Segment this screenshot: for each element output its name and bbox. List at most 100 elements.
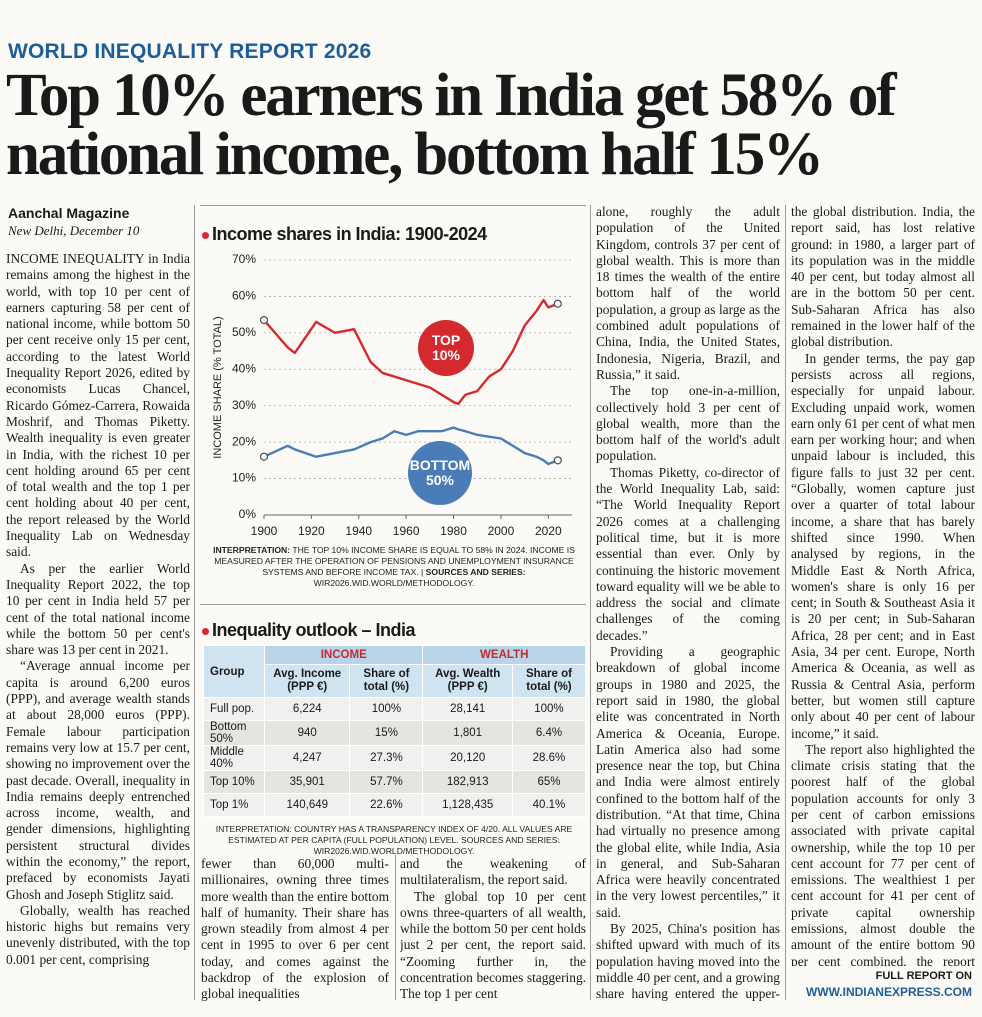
y-axis-label: INCOME SHARE (% TOTAL) bbox=[212, 316, 224, 458]
paragraph: Thomas Piketty, co-director of the World… bbox=[596, 464, 780, 643]
headline-line: national income, bottom half 15% bbox=[6, 121, 824, 184]
x-tick-label: 1940 bbox=[345, 524, 372, 538]
y-tick-label: 70% bbox=[232, 252, 256, 266]
table-cell: 65% bbox=[511, 770, 587, 794]
headline-line: Top 10% earners in India get 58% of bbox=[6, 66, 897, 129]
y-tick-label: 0% bbox=[239, 507, 257, 521]
paragraph: and the weakening of multilateralism, th… bbox=[400, 856, 586, 888]
table-cell: 6.4% bbox=[511, 720, 587, 746]
header-cell: Avg. Wealth (PPP €) bbox=[422, 664, 513, 698]
paragraph: Globally, wealth has reached historic hi… bbox=[6, 902, 190, 967]
note-label: INTERPRETATION: bbox=[213, 545, 291, 555]
header-row: Avg. Income (PPP €) Share of total (%) Avg… bbox=[204, 664, 587, 698]
paragraph: By 2025, China's position has shifted up… bbox=[596, 921, 780, 1004]
text-column: the global distribution. India, the repo… bbox=[791, 204, 975, 966]
paragraph: “Average annual income per capita is aro… bbox=[6, 658, 190, 902]
chart-note: INTERPRETATION: THE TOP 10% INCOME SHARE… bbox=[202, 545, 586, 589]
y-tick-label: 60% bbox=[232, 289, 256, 303]
footer-link[interactable]: WWW.INDIANEXPRESS.COM bbox=[805, 985, 972, 999]
chart: 0% 10% 20% 30% 40% 50% 60% 70% 1900 1920 1940 1960 1… bbox=[212, 252, 572, 538]
paragraph: In gender terms, the pay gap persists ac… bbox=[791, 350, 975, 741]
x-tick-label: 1920 bbox=[298, 524, 325, 538]
paragraph: The top one-in-a-million, collectively h… bbox=[596, 383, 780, 464]
dateline: New Delhi, December 10 bbox=[8, 223, 140, 238]
table-cell: Top 10% bbox=[202, 770, 266, 794]
divider bbox=[194, 205, 195, 1000]
header-cell: Share of total (%) bbox=[511, 664, 587, 698]
table-cell: 100% bbox=[349, 697, 424, 721]
legend-bubble: TOP 10% bbox=[418, 320, 474, 376]
kicker: WORLD INEQUALITY REPORT 2026 bbox=[8, 40, 372, 63]
paragraph: fewer than 60,000 multi-millionaires, ow… bbox=[201, 856, 389, 1001]
text-column: fewer than 60,000 multi-millionaires, ow… bbox=[201, 856, 389, 1001]
y-tick-label: 10% bbox=[232, 471, 256, 485]
table-cell: 1,801 bbox=[422, 720, 513, 746]
table-row: Middle 40% 4,247 27.3% 20,120 28.6% bbox=[202, 745, 587, 771]
divider bbox=[200, 604, 586, 605]
end-point bbox=[553, 456, 562, 465]
table-cell: Full pop. bbox=[202, 697, 266, 721]
byline: Aanchal Magazine bbox=[8, 205, 130, 221]
x-tick-label: 1960 bbox=[393, 524, 420, 538]
series-line bbox=[263, 298, 559, 406]
text-column: INCOME INEQUALITY in India remains among… bbox=[6, 251, 190, 1001]
series-line bbox=[263, 426, 559, 466]
end-point bbox=[553, 299, 562, 308]
paragraph: The global top 10 per cent owns three-qu… bbox=[400, 888, 586, 1001]
table-cell: 15% bbox=[349, 720, 424, 746]
paragraph: Providing a geographic breakdown of glob… bbox=[596, 644, 780, 920]
table-cell: 40.1% bbox=[511, 793, 587, 817]
paragraph: The report also highlighted the climate … bbox=[791, 741, 975, 966]
header-cell: Group bbox=[202, 645, 266, 698]
footer-line: FULL REPORT ON bbox=[875, 970, 972, 982]
table-cell: 57.7% bbox=[349, 770, 424, 794]
x-tick-label: 2020 bbox=[535, 524, 562, 538]
table-note: INTERPRETATION: COUNTRY HAS A TRANSPAREN… bbox=[215, 824, 573, 856]
y-tick-label: 30% bbox=[232, 398, 256, 412]
text-column: and the weakening of multilateralism, th… bbox=[400, 856, 586, 1001]
table-cell: 4,247 bbox=[264, 745, 351, 771]
table-cell: 100% bbox=[511, 697, 587, 721]
paragraph: alone, roughly the adult population of t… bbox=[596, 204, 780, 382]
y-tick-label: 50% bbox=[232, 325, 256, 339]
table-cell: 28,141 bbox=[422, 697, 513, 721]
table-row: Top 10% 35,901 57.7% 182,913 65% bbox=[202, 770, 587, 794]
legend-bubble: BOTTOM 50% bbox=[408, 441, 472, 505]
headline: Top 10% earners in India get 58% of nati… bbox=[6, 66, 978, 184]
x-tick-label: 1980 bbox=[440, 524, 467, 538]
table-cell: Middle 40% bbox=[202, 745, 266, 771]
table-row: Top 1% 140,649 22.6% 1,128,435 40.1% bbox=[202, 793, 587, 817]
paragraph: INCOME INEQUALITY in India remains among… bbox=[6, 251, 190, 560]
x-tick-label: 1900 bbox=[251, 524, 278, 538]
chart-title: Income shares in India: 1900-2024 bbox=[202, 224, 487, 245]
divider bbox=[785, 205, 786, 1000]
table-cell: 6,224 bbox=[264, 697, 351, 721]
group-header: INCOME bbox=[264, 645, 424, 665]
note-text: THE TOP 10% INCOME SHARE IS EQUAL TO 58%… bbox=[214, 545, 575, 577]
y-tick-label: 40% bbox=[232, 361, 256, 375]
end-point bbox=[259, 315, 269, 325]
table-cell: Bottom 50% bbox=[202, 720, 266, 746]
x-tick-label: 2000 bbox=[488, 524, 515, 538]
divider bbox=[590, 205, 591, 1000]
table-cell: 940 bbox=[264, 720, 351, 746]
y-tick-label: 20% bbox=[232, 434, 256, 448]
table-cell: 35,901 bbox=[264, 770, 351, 794]
table-cell: Top 1% bbox=[202, 793, 266, 817]
end-point bbox=[259, 452, 269, 461]
group-header: WEALTH bbox=[422, 645, 586, 665]
table-cell: 182,913 bbox=[422, 770, 513, 794]
table-cell: 1,128,435 bbox=[422, 793, 513, 817]
header-cell: Avg. Income (PPP €) bbox=[264, 664, 351, 698]
footer: FULL REPORT ON WWW.INDIANEXPRESS.COM bbox=[806, 968, 972, 1000]
paragraph: As per the earlier World Inequality Repo… bbox=[6, 560, 190, 658]
table-cell: 28.6% bbox=[511, 745, 587, 771]
source-label: SOURCES AND SERIES: bbox=[425, 567, 526, 577]
text-column: alone, roughly the adult population of t… bbox=[596, 204, 780, 1004]
divider bbox=[395, 855, 396, 1000]
table-cell: 140,649 bbox=[264, 793, 351, 817]
table-cell: 20,120 bbox=[422, 745, 513, 771]
divider bbox=[200, 205, 586, 206]
table-cell: 27.3% bbox=[349, 745, 424, 771]
